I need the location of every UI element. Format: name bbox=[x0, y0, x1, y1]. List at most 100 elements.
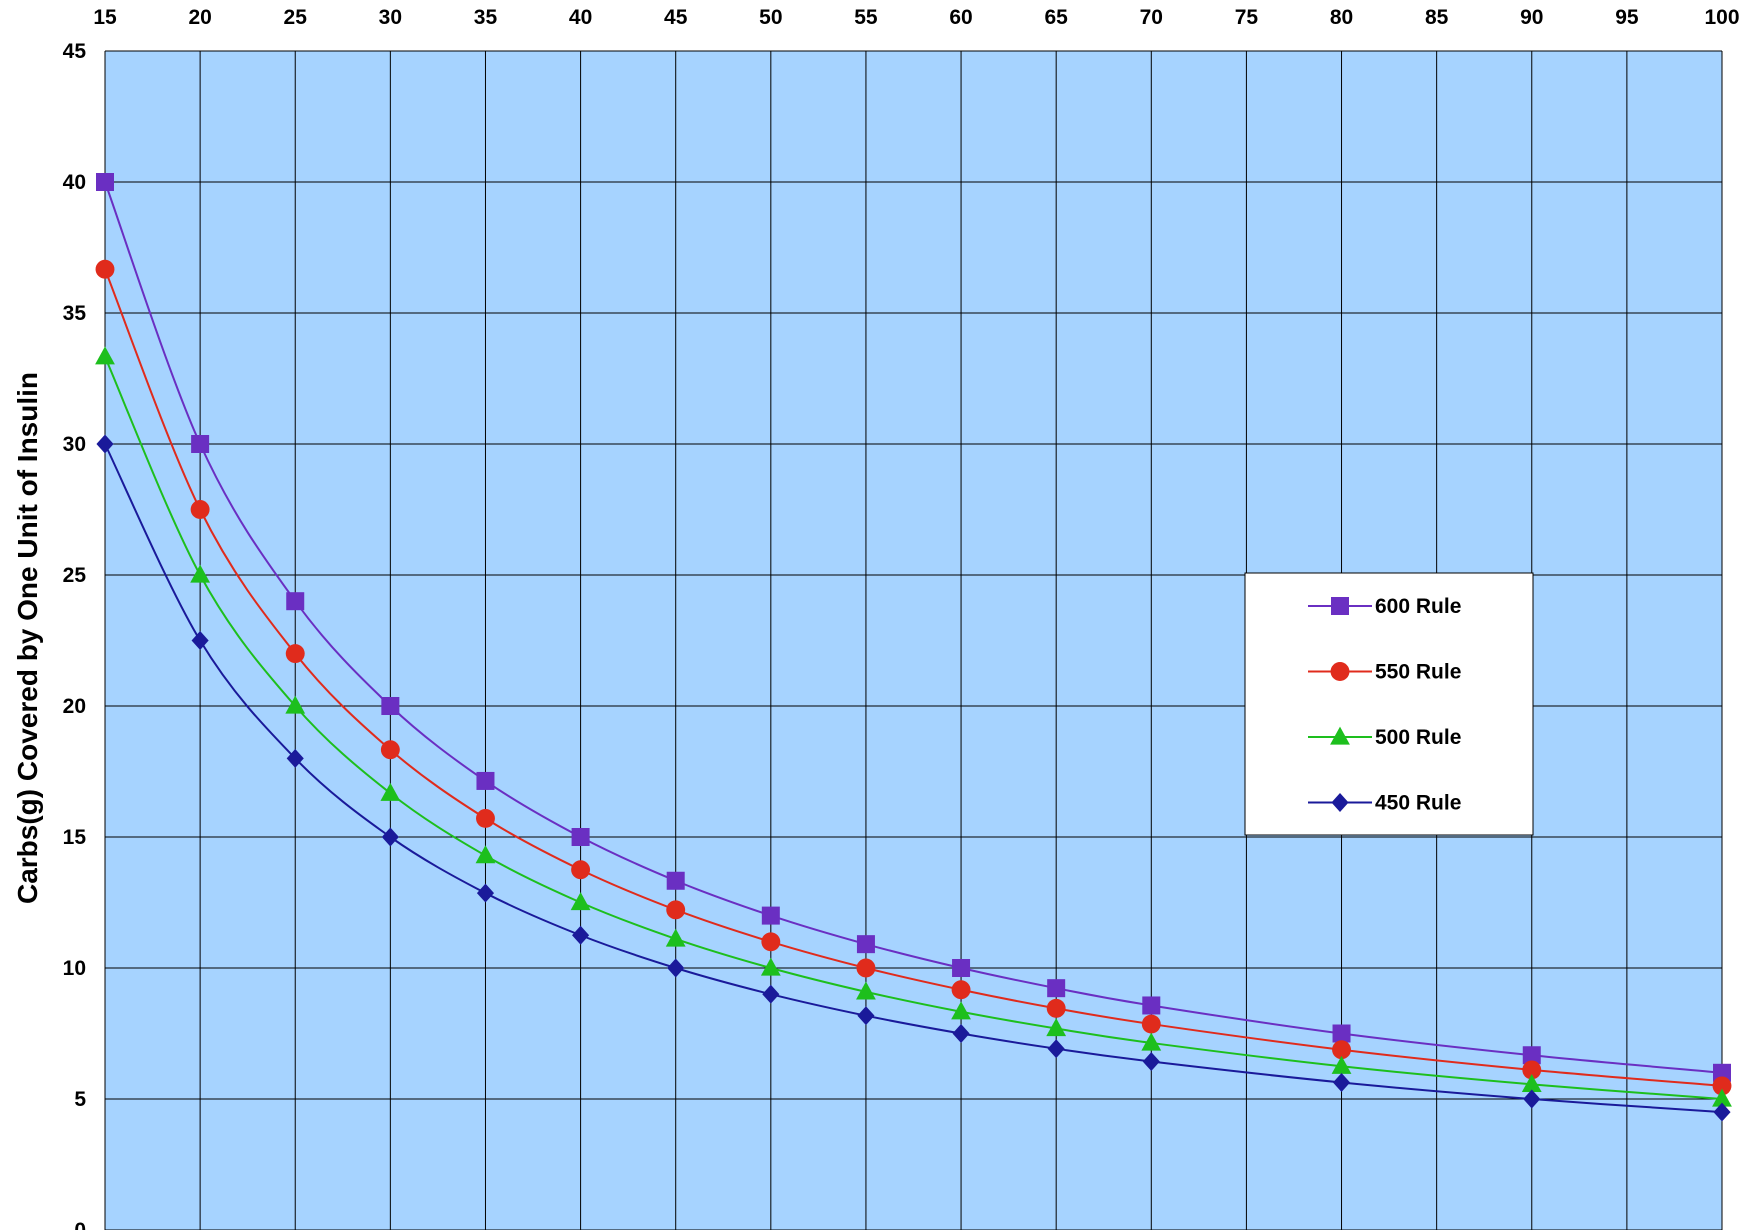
data-point-550-rule bbox=[1046, 998, 1066, 1018]
legend-box bbox=[1244, 572, 1534, 836]
data-point-550-rule bbox=[1332, 1040, 1351, 1060]
data-point-550-rule bbox=[761, 932, 781, 952]
data-point-450-rule bbox=[1523, 1089, 1541, 1109]
data-point-600-rule bbox=[191, 435, 210, 453]
y-tick-labels: 0 5 10 15 20 25 30 35 40 45 bbox=[63, 40, 87, 1230]
data-point-450-rule bbox=[572, 925, 590, 945]
data-point-600-rule bbox=[96, 173, 114, 191]
x-tick-label: 30 bbox=[379, 6, 402, 29]
data-point-500-rule bbox=[1521, 1073, 1542, 1092]
x-tick-label: 35 bbox=[474, 6, 498, 29]
data-point-500-rule bbox=[856, 981, 876, 1000]
legend-label-550-rule: 550 Rule bbox=[1375, 661, 1461, 684]
legend-label-500-rule: 500 Rule bbox=[1375, 726, 1461, 749]
legend-label-600-rule: 600 Rule bbox=[1375, 595, 1461, 618]
data-point-500-rule bbox=[1046, 1018, 1067, 1037]
x-tick-label: 70 bbox=[1140, 6, 1163, 29]
data-point-550-rule bbox=[1712, 1076, 1732, 1096]
data-point-450-rule bbox=[96, 434, 114, 454]
data-point-550-rule bbox=[856, 958, 876, 978]
y-tick-label: 35 bbox=[63, 302, 87, 325]
data-point-450-rule bbox=[952, 1024, 970, 1043]
x-tick-label: 45 bbox=[664, 6, 688, 29]
data-point-500-rule bbox=[190, 564, 211, 583]
data-point-550-rule bbox=[1522, 1060, 1542, 1080]
x-tick-label: 15 bbox=[93, 6, 117, 29]
x-tick-labels: 15 20 25 30 35 40 45 50 55 60 65 70 75 80 85 90 95 100 bbox=[93, 6, 1739, 29]
x-tick-label: 85 bbox=[1425, 6, 1449, 29]
data-point-600-rule bbox=[476, 771, 495, 790]
data-point-600-rule bbox=[381, 697, 400, 715]
data-point-450-rule bbox=[286, 748, 304, 768]
data-point-550-rule bbox=[571, 860, 591, 880]
y-tick-label: 0 bbox=[74, 1219, 86, 1230]
data-point-500-rule bbox=[665, 928, 686, 947]
y-tick-label: 20 bbox=[63, 695, 86, 718]
x-tick-label: 55 bbox=[854, 6, 878, 29]
data-point-450-rule bbox=[1332, 1073, 1351, 1092]
data-point-500-rule bbox=[380, 782, 401, 801]
series-markers bbox=[95, 173, 1732, 1122]
x-tick-label: 60 bbox=[949, 6, 972, 29]
data-point-500-rule bbox=[951, 1001, 971, 1020]
data-point-550-rule bbox=[666, 900, 686, 920]
data-point-500-rule bbox=[1331, 1055, 1352, 1074]
x-tick-label: 95 bbox=[1615, 6, 1639, 29]
data-point-450-rule bbox=[857, 1006, 875, 1026]
data-point-500-rule bbox=[475, 845, 496, 864]
data-point-500-rule bbox=[760, 957, 781, 976]
data-point-500-rule bbox=[285, 695, 306, 714]
y-tick-label: 5 bbox=[74, 1088, 86, 1111]
data-point-600-rule bbox=[571, 828, 590, 846]
data-point-500-rule bbox=[95, 346, 115, 365]
y-tick-label: 45 bbox=[63, 40, 87, 63]
data-point-600-rule bbox=[952, 959, 971, 977]
y-tick-label: 40 bbox=[63, 171, 86, 194]
y-tick-label: 15 bbox=[63, 826, 87, 849]
data-point-550-rule bbox=[1141, 1014, 1161, 1034]
data-point-450-rule bbox=[762, 984, 780, 1004]
legend-marker-550-rule bbox=[1330, 662, 1350, 681]
data-point-600-rule bbox=[1522, 1046, 1541, 1065]
legend-marker-450-rule bbox=[1331, 793, 1349, 812]
data-point-600-rule bbox=[761, 906, 780, 925]
y-axis-title: Carbs(g) Covered by One Unit of Insulin bbox=[12, 372, 43, 904]
data-point-450-rule bbox=[1142, 1052, 1160, 1071]
x-tick-label: 100 bbox=[1704, 6, 1739, 29]
x-tick-label: 40 bbox=[569, 6, 592, 29]
legend-marker-500-rule bbox=[1330, 726, 1350, 745]
data-point-500-rule bbox=[570, 892, 591, 911]
data-point-600-rule bbox=[1713, 1063, 1731, 1082]
legend-marker-600-rule bbox=[1331, 597, 1349, 615]
x-tick-label: 75 bbox=[1235, 6, 1259, 29]
data-point-550-rule bbox=[190, 500, 210, 519]
data-point-600-rule bbox=[286, 592, 305, 611]
data-point-550-rule bbox=[476, 808, 495, 828]
data-point-450-rule bbox=[191, 631, 209, 650]
y-tick-label: 25 bbox=[63, 564, 87, 587]
data-point-500-rule bbox=[1712, 1088, 1732, 1107]
x-tick-label: 90 bbox=[1520, 6, 1543, 29]
x-tick-label: 50 bbox=[759, 6, 782, 29]
x-tick-label: 80 bbox=[1330, 6, 1353, 29]
data-point-550-rule bbox=[380, 740, 400, 760]
x-tick-label: 65 bbox=[1044, 6, 1068, 29]
data-point-450-rule bbox=[667, 958, 685, 978]
data-point-450-rule bbox=[381, 827, 399, 847]
data-point-450-rule bbox=[1047, 1039, 1065, 1059]
legend: 600 Rule 550 Rule 500 Rule 450 Rule bbox=[1244, 572, 1534, 836]
data-point-550-rule bbox=[95, 259, 115, 279]
data-point-450-rule bbox=[1713, 1102, 1731, 1122]
data-point-600-rule bbox=[1332, 1024, 1351, 1043]
data-point-550-rule bbox=[285, 644, 305, 664]
data-point-600-rule bbox=[1047, 979, 1066, 998]
legend-label-450-rule: 450 Rule bbox=[1375, 792, 1461, 815]
y-tick-label: 30 bbox=[63, 433, 86, 456]
data-point-600-rule bbox=[856, 935, 875, 954]
x-tick-label: 20 bbox=[188, 6, 211, 29]
data-point-500-rule bbox=[1141, 1032, 1162, 1051]
data-point-600-rule bbox=[1142, 996, 1161, 1015]
y-tick-label: 10 bbox=[63, 957, 86, 980]
data-point-600-rule bbox=[666, 871, 685, 890]
